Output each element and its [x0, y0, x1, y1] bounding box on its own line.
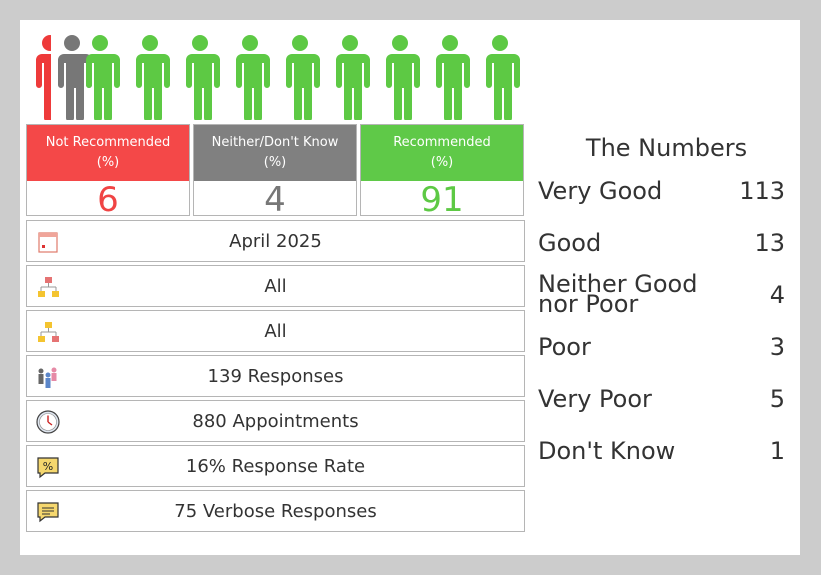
score-label: Not Recommended — [45, 135, 171, 150]
comment-icon — [37, 502, 59, 523]
period-text: April 2025 — [229, 230, 322, 252]
response-rate-row: % 16% Response Rate — [26, 445, 525, 487]
person-icon-green — [386, 35, 420, 120]
numbers-row-label: Good — [538, 229, 602, 257]
score-value: 6 — [97, 180, 119, 220]
person-icon-green — [336, 35, 370, 120]
score-value: 91 — [420, 180, 464, 220]
neither-header: Neither/Don't Know (%) — [194, 125, 356, 181]
numbers-row-value: 3 — [769, 333, 785, 361]
person-icon-grey — [58, 35, 92, 120]
svg-text:%: % — [43, 460, 53, 473]
numbers-row-value: 4 — [769, 281, 785, 309]
recommended-header: Recommended (%) — [361, 125, 523, 181]
numbers-row: Poor 3 — [538, 333, 785, 388]
score-value: 4 — [264, 180, 286, 220]
numbers-row-label: Poor — [538, 333, 591, 361]
filter-text-2: All — [264, 320, 287, 342]
filter-text-1: All — [264, 275, 287, 297]
numbers-row-label: Don't Know — [538, 437, 676, 465]
score-unit: (%) — [263, 155, 287, 170]
hierarchy-icon — [38, 277, 59, 297]
clock-icon — [36, 410, 60, 434]
score-label: Neither/Don't Know — [211, 135, 339, 150]
numbers-panel: The Numbers Very Good 113 Good 13 Neithe… — [538, 134, 785, 463]
numbers-row-value: 1 — [769, 437, 785, 465]
dashboard-card: Not Recommended (%) 6 Neither/Don't Know… — [20, 20, 800, 555]
numbers-row: Very Good 113 — [538, 177, 785, 232]
not-recommended-header: Not Recommended (%) — [27, 125, 189, 181]
person-icon-green — [286, 35, 320, 120]
percent-icon: % — [37, 457, 59, 479]
numbers-row: Neither Good nor Poor 4 — [538, 270, 785, 326]
responses-text: 139 Responses — [207, 365, 344, 387]
responses-row: 139 Responses — [26, 355, 525, 397]
calendar-icon — [38, 232, 58, 253]
score-label: Recommended — [393, 135, 491, 150]
appointments-text: 880 Appointments — [192, 410, 359, 432]
filter-row-2: All — [26, 310, 525, 352]
numbers-row: Very Poor 5 — [538, 385, 785, 440]
numbers-row-label: Very Good — [538, 177, 663, 205]
hierarchy-icon — [38, 322, 59, 342]
appointments-row: 880 Appointments — [26, 400, 525, 442]
numbers-row-value: 13 — [754, 229, 785, 257]
person-icon-green — [186, 35, 220, 120]
numbers-row-value: 5 — [769, 385, 785, 413]
score-unit: (%) — [430, 155, 454, 170]
person-icon-green — [86, 35, 120, 120]
recommended-score: Recommended (%) 91 — [360, 124, 524, 220]
people-group-icon — [38, 367, 57, 388]
person-icon-green — [486, 35, 520, 120]
numbers-row-label: Neither Good nor Poor — [538, 270, 698, 318]
people-graphic — [30, 35, 530, 120]
person-icon-green — [436, 35, 470, 120]
neither-score: Neither/Don't Know (%) 4 — [193, 124, 357, 220]
numbers-row-value: 113 — [739, 177, 785, 205]
response-rate-text: 16% Response Rate — [185, 455, 366, 477]
period-row: April 2025 — [26, 220, 525, 262]
numbers-row-label: Very Poor — [538, 385, 652, 413]
numbers-title: The Numbers — [585, 134, 748, 162]
numbers-row: Don't Know 1 — [538, 437, 785, 492]
verbose-row: 75 Verbose Responses — [26, 490, 525, 532]
numbers-row: Good 13 — [538, 229, 785, 284]
not-recommended-score: Not Recommended (%) 6 — [26, 124, 190, 220]
verbose-text: 75 Verbose Responses — [174, 500, 377, 522]
filter-row-1: All — [26, 265, 525, 307]
person-icon-green — [136, 35, 170, 120]
person-icon-green — [236, 35, 270, 120]
score-unit: (%) — [96, 155, 120, 170]
